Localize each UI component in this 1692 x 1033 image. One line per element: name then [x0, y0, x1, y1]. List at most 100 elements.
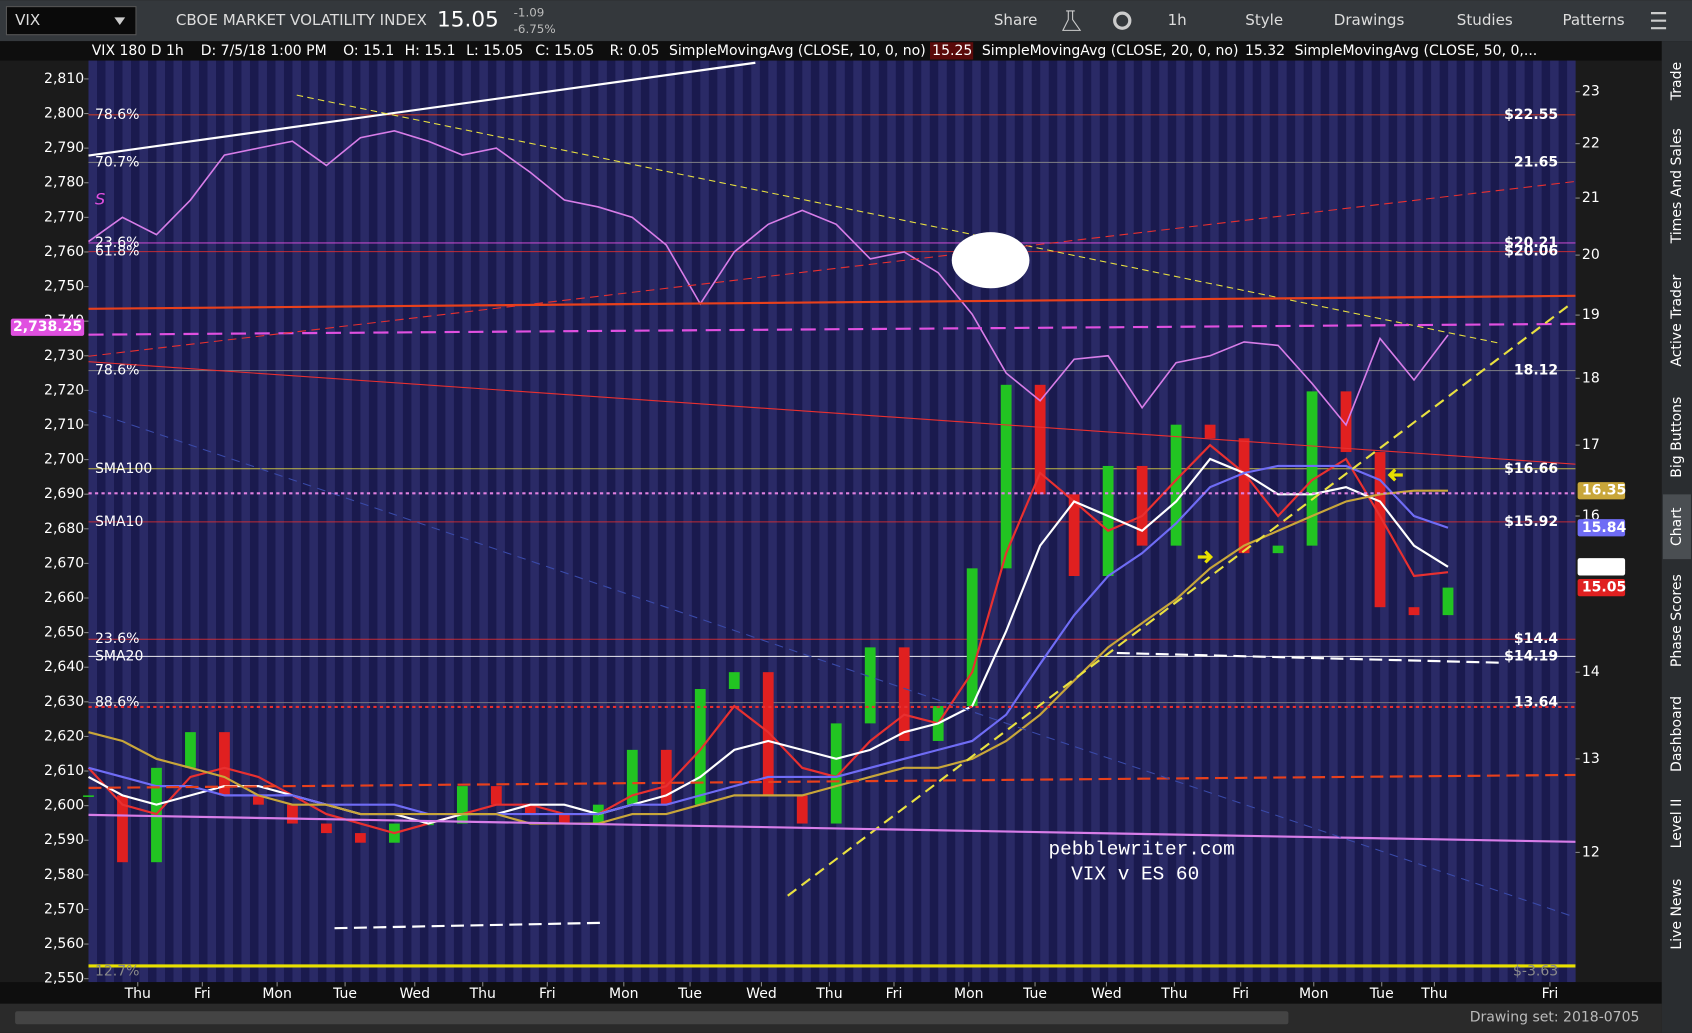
side-tab[interactable]: Big Buttons [1669, 397, 1685, 478]
candle [1306, 391, 1318, 546]
candle [1442, 587, 1454, 616]
menu-icon[interactable] [1650, 12, 1667, 30]
side-tab[interactable]: Chart [1669, 507, 1685, 546]
y-tick-label: 2,750 [44, 279, 84, 295]
x-tick-label: Mon [954, 986, 984, 1002]
settings-icon[interactable] [1113, 11, 1132, 30]
candle [728, 672, 740, 689]
candle [1204, 424, 1216, 439]
drawing-set: Drawing set: 2018-0705 [1470, 1010, 1640, 1026]
candle [456, 786, 468, 824]
open: O: 15.1 [343, 43, 394, 59]
y-tick-label: 2,620 [44, 728, 84, 744]
symbol-box[interactable] [5, 6, 137, 36]
studies-legend: SimpleMovingAvg (CLOSE, 10, 0, no) 15.25 S… [669, 42, 1538, 60]
trendline [88, 813, 1576, 843]
x-tick-label: Thu [815, 986, 842, 1002]
fib-label: SMA100 [95, 461, 152, 477]
x-tick-label: Fri [1542, 986, 1559, 1002]
trendline [88, 322, 1576, 336]
x-tick-label: Wed [399, 986, 430, 1002]
trendline [88, 180, 1576, 357]
high: H: 15.1 [405, 43, 456, 59]
level-label: 18.12 [1514, 363, 1558, 379]
y-tick-label: 2,550 [44, 971, 84, 987]
timeframe-button[interactable]: 1h [1168, 11, 1187, 29]
candle [1136, 465, 1148, 546]
change-pct: -6.75% [514, 22, 556, 36]
y2-tick-label: 14 [1582, 664, 1600, 680]
side-tab[interactable]: Live News [1669, 879, 1685, 950]
x-tick-label: Mon [609, 986, 639, 1002]
plot: $22.55 78.6% 21.65 70.7% $20.21 23.6% $20.06 61… [83, 107, 1576, 863]
style-button[interactable]: Style [1245, 11, 1283, 29]
price-box [10, 318, 85, 336]
dropdown-icon[interactable] [114, 17, 126, 25]
drawings-button[interactable]: Drawings [1334, 11, 1405, 29]
close: C: 15.05 [535, 43, 594, 59]
flask-icon[interactable] [1062, 10, 1082, 31]
symbol[interactable]: VIX [15, 11, 40, 29]
y-tick-label: 2,660 [44, 590, 84, 606]
toolbar [0, 0, 1692, 42]
level-label: $-3.63 [1513, 963, 1558, 979]
y-tick-label: 2,600 [44, 798, 84, 814]
candle [287, 804, 298, 824]
low: L: 15.05 [466, 43, 523, 59]
scrollbar[interactable] [15, 1011, 1289, 1025]
side-tab[interactable]: Level II [1669, 799, 1685, 849]
y-tick-label: 2,560 [44, 936, 84, 952]
study-value-box [930, 42, 974, 60]
price-box-label: 15.84 [1582, 520, 1627, 536]
x-tick-label: Fri [194, 986, 211, 1002]
studies-button[interactable]: Studies [1457, 11, 1513, 29]
change: -1.09 [514, 6, 545, 20]
x-tick-label: Mon [262, 986, 292, 1002]
level-label: $20.06 [1504, 244, 1558, 260]
y-tick-label: 2,610 [44, 763, 84, 779]
fib-label: SMA20 [95, 648, 143, 664]
study-label: SimpleMovingAvg (CLOSE, 50, 0,... [1295, 43, 1538, 59]
side-tab[interactable]: Dashboard [1669, 696, 1685, 772]
trendline [1116, 651, 1500, 664]
y2-tick-label: 22 [1582, 136, 1600, 152]
last-price: 15.05 [437, 8, 499, 33]
series-line [87, 443, 1449, 835]
x-tick-label: Tue [677, 986, 702, 1002]
y-tick-label: 2,650 [44, 625, 84, 641]
x-tick-label: Tue [1022, 986, 1047, 1002]
fib-label: 23.6% [95, 631, 140, 647]
candle [1068, 494, 1080, 577]
candle [490, 786, 502, 805]
candle [1340, 391, 1352, 453]
bar-date: D: 7/5/18 1:00 PM [201, 43, 327, 59]
candle [1238, 438, 1250, 554]
side-tab[interactable]: Active Trader [1669, 274, 1685, 366]
drawings [88, 61, 1576, 968]
y2-tick-label: 13 [1582, 751, 1600, 767]
trendline [88, 361, 1576, 465]
x-tick-label: Thu [1420, 986, 1447, 1002]
trendline [88, 61, 756, 157]
x-tick-label: Fri [886, 986, 903, 1002]
side-tab[interactable]: Phase Scores [1669, 574, 1685, 667]
study-value: 15.32 [1245, 43, 1285, 59]
patterns-button[interactable]: Patterns [1563, 11, 1625, 29]
trendline [334, 921, 605, 930]
share-button[interactable]: Share [994, 11, 1038, 29]
y-tick-label: 2,570 [44, 901, 84, 917]
x-tick-label: Tue [332, 986, 357, 1002]
fib-label: 61.8% [95, 244, 140, 260]
candle [1408, 607, 1420, 616]
price-box-label: 15.32 [1582, 559, 1626, 575]
level-label: $15.92 [1504, 514, 1558, 530]
side-tab[interactable]: Trade [1669, 62, 1685, 101]
y-tick-label: 2,640 [44, 659, 84, 675]
candle [660, 749, 672, 805]
candle [185, 732, 196, 768]
x-tick-label: Thu [1160, 986, 1187, 1002]
price-box-label: 16.35 [1582, 483, 1626, 499]
side-tab[interactable]: Times And Sales [1669, 128, 1685, 244]
y-tick-label: 2,630 [44, 694, 84, 710]
fib-label: 70.7% [95, 154, 140, 170]
